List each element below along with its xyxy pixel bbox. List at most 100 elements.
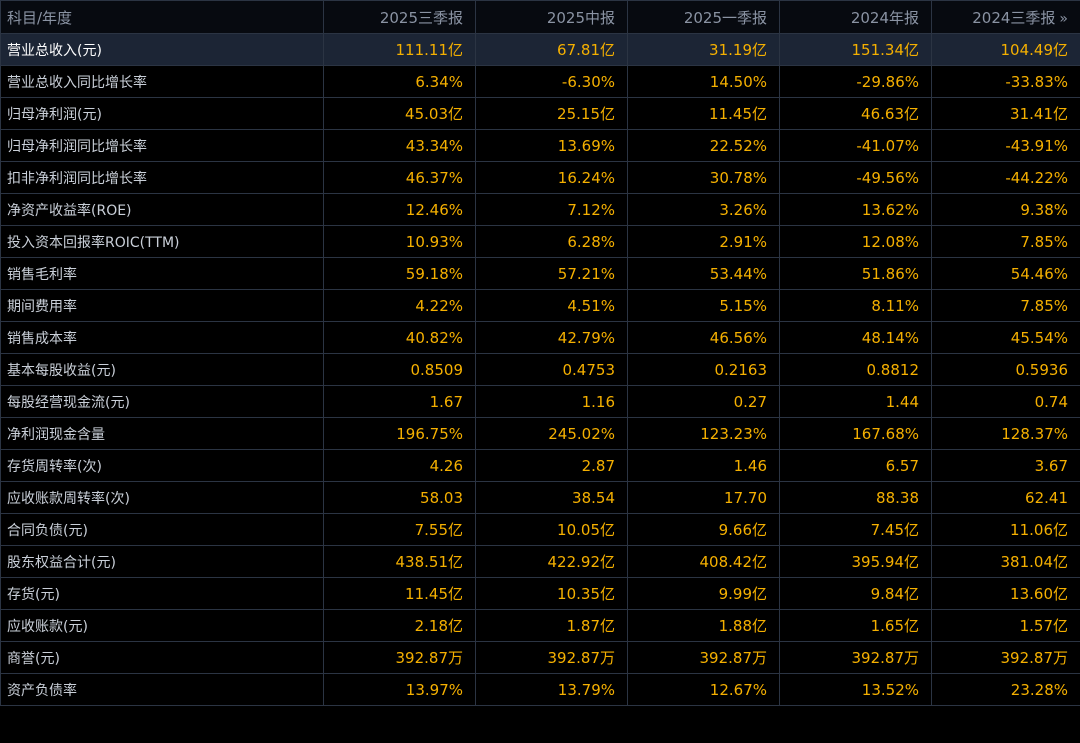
table-row[interactable]: 股东权益合计(元) 438.51亿 422.92亿 408.42亿 395.94亿 381… (0, 545, 1080, 578)
value-cell: 7.85% (931, 225, 1080, 258)
value-cell: 58.03 (323, 481, 476, 514)
table-row[interactable]: 基本每股收益(元) 0.8509 0.4753 0.2163 0.8812 0.5936 (0, 353, 1080, 386)
value-cell: 57.21% (475, 257, 628, 290)
table-row[interactable]: 销售毛利率 59.18% 57.21% 53.44% 51.86% 54.46% (0, 257, 1080, 290)
row-label: 合同负债(元) (0, 513, 324, 546)
value-cell: 11.45亿 (323, 577, 476, 610)
period-header-2024-annual[interactable]: 2024年报 (779, 0, 932, 34)
row-label: 销售毛利率 (0, 257, 324, 290)
value-cell: 1.88亿 (627, 609, 780, 642)
value-cell: 6.28% (475, 225, 628, 258)
table-row[interactable]: 净利润现金含量 196.75% 245.02% 123.23% 167.68% 128.3… (0, 417, 1080, 450)
value-cell: 1.44 (779, 385, 932, 418)
value-cell: -33.83% (931, 65, 1080, 98)
row-label: 资产负债率 (0, 673, 324, 706)
table-row[interactable]: 应收账款周转率(次) 58.03 38.54 17.70 88.38 62.41 (0, 481, 1080, 514)
value-cell: 9.99亿 (627, 577, 780, 610)
value-cell: 10.93% (323, 225, 476, 258)
table-row[interactable]: 净资产收益率(ROE) 12.46% 7.12% 3.26% 13.62% 9.38% (0, 193, 1080, 226)
period-header-2024-q3[interactable]: 2024三季报» (931, 0, 1080, 34)
table-row[interactable]: 存货(元) 11.45亿 10.35亿 9.99亿 9.84亿 13.60亿 (0, 577, 1080, 610)
table-row[interactable]: 营业总收入同比增长率 6.34% -6.30% 14.50% -29.86% -33.83… (0, 65, 1080, 98)
value-cell: 5.15% (627, 289, 780, 322)
value-cell: -29.86% (779, 65, 932, 98)
value-cell: -49.56% (779, 161, 932, 194)
table-row[interactable]: 归母净利润(元) 45.03亿 25.15亿 11.45亿 46.63亿 31.41亿 (0, 97, 1080, 130)
value-cell: 392.87万 (931, 641, 1080, 674)
value-cell: 438.51亿 (323, 545, 476, 578)
table-row[interactable]: 期间费用率 4.22% 4.51% 5.15% 8.11% 7.85% (0, 289, 1080, 322)
value-cell: 392.87万 (475, 641, 628, 674)
header-label: 科目/年度 (0, 0, 324, 34)
table-row[interactable]: 应收账款(元) 2.18亿 1.87亿 1.88亿 1.65亿 1.57亿 (0, 609, 1080, 642)
value-cell: 0.2163 (627, 353, 780, 386)
table-row[interactable]: 存货周转率(次) 4.26 2.87 1.46 6.57 3.67 (0, 449, 1080, 482)
value-cell: 392.87万 (627, 641, 780, 674)
value-cell: 22.52% (627, 129, 780, 162)
table-body: 营业总收入(元) 111.11亿 67.81亿 31.19亿 151.34亿 104.49… (0, 33, 1080, 706)
value-cell: 45.54% (931, 321, 1080, 354)
row-label: 每股经营现金流(元) (0, 385, 324, 418)
value-cell: 8.11% (779, 289, 932, 322)
value-cell: 4.22% (323, 289, 476, 322)
period-header-2025-h1[interactable]: 2025中报 (475, 0, 628, 34)
row-label: 投入资本回报率ROIC(TTM) (0, 225, 324, 258)
value-cell: 7.12% (475, 193, 628, 226)
table-row[interactable]: 投入资本回报率ROIC(TTM) 10.93% 6.28% 2.91% 12.08% 7.… (0, 225, 1080, 258)
table-header: 科目/年度 2025三季报 2025中报 2025一季报 2024年报 2024… (0, 0, 1080, 34)
table-row[interactable]: 销售成本率 40.82% 42.79% 46.56% 48.14% 45.54% (0, 321, 1080, 354)
value-cell: 0.27 (627, 385, 780, 418)
value-cell: 45.03亿 (323, 97, 476, 130)
value-cell: 381.04亿 (931, 545, 1080, 578)
row-label: 商誉(元) (0, 641, 324, 674)
value-cell: 48.14% (779, 321, 932, 354)
value-cell: 422.92亿 (475, 545, 628, 578)
value-cell: 1.16 (475, 385, 628, 418)
table-row[interactable]: 商誉(元) 392.87万 392.87万 392.87万 392.87万 392.87万 (0, 641, 1080, 674)
value-cell: 16.24% (475, 161, 628, 194)
table-row[interactable]: 每股经营现金流(元) 1.67 1.16 0.27 1.44 0.74 (0, 385, 1080, 418)
value-cell: 31.19亿 (627, 33, 780, 66)
value-cell: 23.28% (931, 673, 1080, 706)
table-row[interactable]: 归母净利润同比增长率 43.34% 13.69% 22.52% -41.07% -43.9… (0, 129, 1080, 162)
period-header-2025-q1[interactable]: 2025一季报 (627, 0, 780, 34)
row-label: 应收账款(元) (0, 609, 324, 642)
value-cell: 12.46% (323, 193, 476, 226)
value-cell: 1.67 (323, 385, 476, 418)
row-label: 期间费用率 (0, 289, 324, 322)
value-cell: 196.75% (323, 417, 476, 450)
value-cell: 3.67 (931, 449, 1080, 482)
row-label: 扣非净利润同比增长率 (0, 161, 324, 194)
value-cell: 13.62% (779, 193, 932, 226)
value-cell: 54.46% (931, 257, 1080, 290)
row-label: 基本每股收益(元) (0, 353, 324, 386)
value-cell: 12.67% (627, 673, 780, 706)
value-cell: 392.87万 (779, 641, 932, 674)
table-row[interactable]: 扣非净利润同比增长率 46.37% 16.24% 30.78% -49.56% -44.2… (0, 161, 1080, 194)
value-cell: 392.87万 (323, 641, 476, 674)
value-cell: 13.69% (475, 129, 628, 162)
more-periods-icon[interactable]: » (1059, 10, 1068, 27)
value-cell: 7.85% (931, 289, 1080, 322)
value-cell: 11.06亿 (931, 513, 1080, 546)
value-cell: 0.74 (931, 385, 1080, 418)
value-cell: 46.56% (627, 321, 780, 354)
value-cell: 40.82% (323, 321, 476, 354)
value-cell: 12.08% (779, 225, 932, 258)
financial-table: 科目/年度 2025三季报 2025中报 2025一季报 2024年报 2024… (0, 0, 1080, 706)
table-row[interactable]: 资产负债率 13.97% 13.79% 12.67% 13.52% 23.28% (0, 673, 1080, 706)
row-label: 销售成本率 (0, 321, 324, 354)
value-cell: 42.79% (475, 321, 628, 354)
value-cell: 7.55亿 (323, 513, 476, 546)
value-cell: 1.65亿 (779, 609, 932, 642)
value-cell: 7.45亿 (779, 513, 932, 546)
period-header-2025-q3[interactable]: 2025三季报 (323, 0, 476, 34)
table-row[interactable]: 合同负债(元) 7.55亿 10.05亿 9.66亿 7.45亿 11.06亿 (0, 513, 1080, 546)
value-cell: 6.34% (323, 65, 476, 98)
table-row[interactable]: 营业总收入(元) 111.11亿 67.81亿 31.19亿 151.34亿 104.49… (0, 33, 1080, 66)
row-label: 股东权益合计(元) (0, 545, 324, 578)
value-cell: 111.11亿 (323, 33, 476, 66)
value-cell: 9.66亿 (627, 513, 780, 546)
value-cell: 4.51% (475, 289, 628, 322)
